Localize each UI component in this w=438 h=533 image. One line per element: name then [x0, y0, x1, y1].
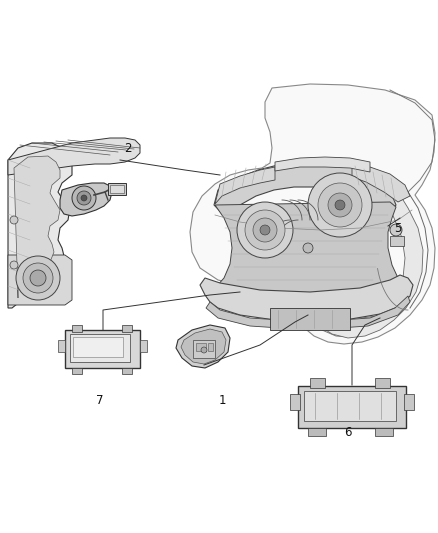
Polygon shape	[295, 195, 423, 338]
Bar	[122, 368, 132, 374]
Polygon shape	[214, 162, 396, 215]
Polygon shape	[181, 329, 226, 364]
Polygon shape	[8, 143, 72, 308]
Bar	[72, 368, 82, 374]
Bar	[196, 343, 206, 351]
Text: 6: 6	[344, 425, 352, 439]
Bar	[375, 378, 390, 388]
Polygon shape	[8, 138, 140, 175]
Text: 2: 2	[124, 141, 132, 155]
Bar	[140, 340, 147, 352]
Circle shape	[10, 216, 18, 224]
Bar	[70, 334, 130, 362]
Bar	[65, 330, 140, 368]
Circle shape	[77, 191, 91, 205]
Circle shape	[10, 261, 18, 269]
Bar	[108, 183, 126, 195]
Circle shape	[245, 210, 285, 250]
Circle shape	[253, 218, 277, 242]
Circle shape	[308, 173, 372, 237]
Polygon shape	[8, 255, 72, 305]
Polygon shape	[352, 165, 410, 202]
Circle shape	[318, 183, 362, 227]
Circle shape	[335, 200, 345, 210]
Polygon shape	[206, 296, 410, 330]
Polygon shape	[215, 167, 275, 204]
Circle shape	[260, 225, 270, 235]
Circle shape	[16, 256, 60, 300]
Circle shape	[81, 195, 87, 201]
Circle shape	[23, 263, 53, 293]
Circle shape	[303, 243, 313, 253]
Circle shape	[201, 347, 207, 353]
Bar	[122, 325, 132, 332]
Circle shape	[328, 193, 352, 217]
Polygon shape	[14, 156, 60, 298]
Circle shape	[237, 202, 293, 258]
Polygon shape	[176, 325, 230, 368]
Bar	[110, 185, 124, 193]
Bar	[72, 325, 82, 332]
Circle shape	[72, 186, 96, 210]
Bar	[375, 428, 393, 436]
Bar	[310, 378, 325, 388]
Circle shape	[390, 224, 402, 236]
Text: 7: 7	[96, 393, 104, 407]
Bar	[73, 337, 123, 357]
Bar	[390, 236, 404, 246]
Bar	[304, 391, 396, 421]
Bar	[193, 340, 215, 358]
Bar	[208, 343, 213, 351]
Polygon shape	[275, 157, 370, 172]
Bar	[270, 308, 350, 330]
Circle shape	[30, 270, 46, 286]
Polygon shape	[60, 183, 112, 216]
Bar	[404, 394, 414, 410]
Bar	[298, 386, 406, 428]
Polygon shape	[200, 275, 413, 322]
Bar	[58, 340, 65, 352]
Polygon shape	[190, 84, 435, 344]
Bar	[308, 428, 326, 436]
Bar	[290, 394, 300, 410]
Polygon shape	[215, 202, 398, 298]
Text: 1: 1	[218, 393, 226, 407]
Text: 5: 5	[394, 222, 402, 235]
